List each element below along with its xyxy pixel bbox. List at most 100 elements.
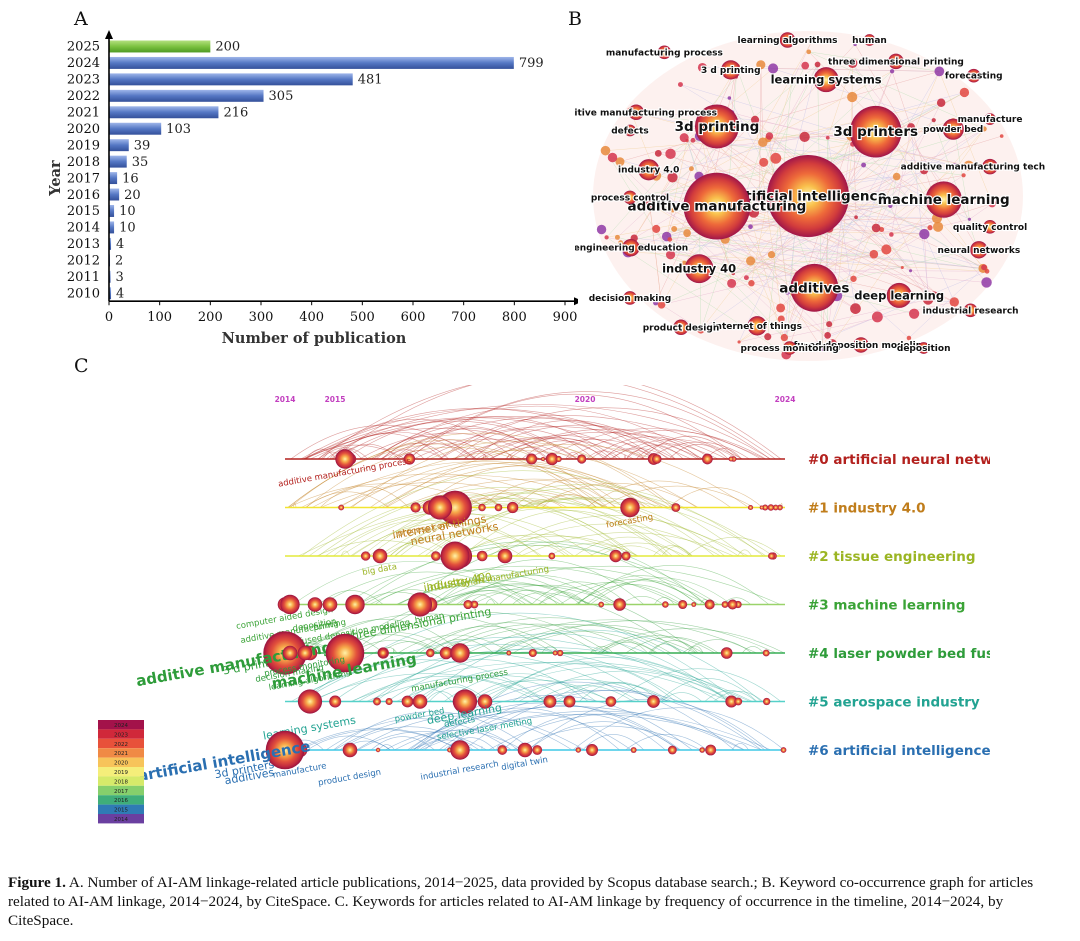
timeline-minor-node: [667, 745, 677, 755]
network-node-label: 3d printers: [833, 124, 918, 140]
network-edge: [891, 128, 985, 235]
timeline-arc: [407, 702, 680, 751]
timeline-arc: [329, 448, 362, 460]
timeline-minor-node: [528, 648, 537, 658]
network-node-label: artificial intelligence: [729, 189, 886, 205]
y-axis-title: Year: [47, 160, 64, 197]
timeline-arc: [426, 574, 582, 605]
network-minor-node: [748, 224, 753, 230]
network-node-label: 3 d printing: [701, 66, 761, 76]
network-minor-node: [963, 160, 974, 171]
timeline-arc: [513, 477, 647, 508]
network-edge: [890, 176, 897, 206]
timeline-arc: [298, 500, 749, 557]
network-edge: [686, 232, 785, 338]
timeline-arc: [427, 639, 494, 654]
network-minor-node: [888, 203, 893, 208]
timeline-arc: [389, 523, 540, 557]
timeline-arc: [589, 628, 785, 654]
network-node: [970, 241, 988, 259]
network-edge: [700, 142, 764, 330]
timeline-arc: [490, 428, 727, 460]
year-tick-label: 2010: [67, 286, 100, 301]
timeline-arc: [480, 435, 646, 460]
bar: [109, 172, 118, 185]
timeline-arc: [410, 713, 762, 751]
bar: [109, 155, 127, 168]
timeline-arc: [378, 488, 774, 557]
timeline-arc: [293, 502, 297, 508]
timeline-arc: [318, 385, 776, 460]
network-edge: [684, 137, 854, 279]
network-node-label: human: [852, 36, 887, 46]
network-edge: [854, 44, 978, 249]
network-edge: [711, 222, 929, 298]
network-minor-node: [907, 123, 915, 131]
x-tick-label: 400: [299, 310, 324, 325]
timeline-arc: [590, 577, 732, 605]
bar-value-label: 799: [519, 56, 544, 71]
timeline-minor-node: [621, 551, 631, 561]
network-edge: [760, 64, 764, 143]
timeline-arc: [518, 670, 734, 702]
timeline-cluster-label: #0 artificial neural network: [808, 452, 990, 468]
y-axis-arrow: [105, 30, 113, 39]
timeline-minor-node: [725, 695, 738, 708]
network-minor-node: [776, 303, 786, 313]
network-edge: [875, 102, 942, 229]
year-tick-label: 2025: [67, 40, 100, 55]
timeline-arc: [625, 636, 719, 654]
timeline-arc: [490, 663, 676, 702]
timeline-arc: [333, 519, 511, 557]
network-node-label: learning algorithms: [738, 36, 838, 46]
timeline-arc: [485, 599, 496, 605]
timeline-node: [497, 548, 513, 564]
timeline-arc: [320, 482, 551, 508]
network-minor-node: [748, 280, 755, 287]
bar: [109, 139, 129, 152]
timeline-minor-node: [543, 695, 557, 708]
network-minor-node: [679, 133, 689, 143]
timeline-cluster-label: #1 industry 4.0: [808, 501, 925, 517]
network-node: [767, 155, 849, 237]
year-tick-label: 2017: [67, 171, 100, 186]
timeline-arc: [417, 497, 767, 557]
timeline-minor-node: [373, 697, 381, 706]
timeline-node: [307, 597, 323, 612]
timeline-arc: [331, 433, 444, 460]
timeline-arc: [463, 690, 766, 751]
network-minor-node: [879, 227, 885, 232]
timeline-arc: [352, 675, 539, 702]
timeline-arc: [668, 487, 763, 508]
timeline-minor-node: [563, 695, 576, 708]
timeline-node: [372, 548, 388, 564]
timeline-arc: [363, 569, 611, 605]
network-minor-node: [806, 49, 812, 55]
timeline-node-label: industrial research: [420, 759, 500, 783]
network-edge: [738, 217, 796, 343]
network-node-label: deposition: [897, 344, 951, 354]
legend-swatch: [98, 738, 144, 749]
network-minor-node: [671, 225, 678, 232]
network-minor-node: [750, 115, 760, 124]
network-edge: [821, 71, 940, 349]
timeline-minor-node: [647, 695, 660, 708]
timeline-arc: [475, 666, 737, 702]
timeline-arc: [318, 487, 693, 557]
bar-value-label: 216: [223, 106, 248, 121]
timeline-arc: [351, 584, 697, 654]
keyword-timeline-graph: 2014 2015 2020 2024 #0 artificial neural net…: [98, 385, 990, 824]
timeline-arc: [586, 580, 698, 605]
network-minor-node: [758, 137, 768, 147]
network-node-label: manufacture: [958, 115, 1023, 125]
network-minor-node: [811, 37, 815, 42]
network-minor-node: [737, 340, 741, 344]
timeline-arc: [419, 622, 598, 654]
timeline-arc: [437, 623, 638, 654]
timeline-arc: [531, 581, 629, 605]
timeline-arc: [650, 640, 699, 654]
timeline-arc: [287, 443, 604, 508]
network-node: [628, 104, 644, 121]
network-edge: [784, 301, 955, 338]
timeline-node-label: digital twin: [501, 755, 549, 773]
